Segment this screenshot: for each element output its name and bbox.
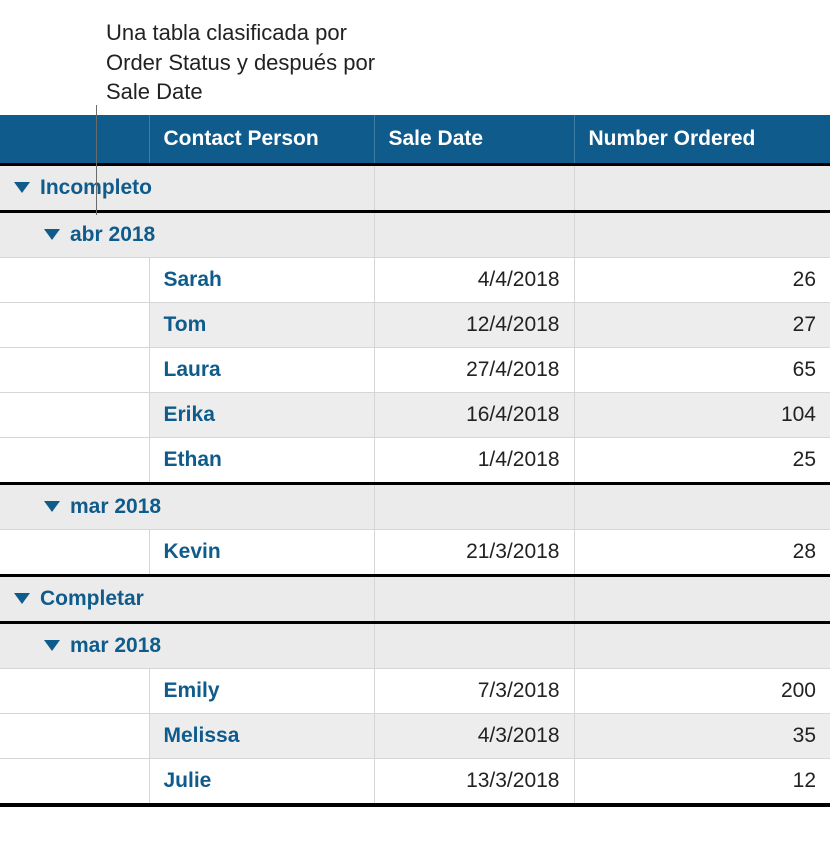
callout-line (96, 105, 97, 215)
table-row: Julie 13/3/2018 12 (0, 759, 830, 806)
cell-contact: Sarah (149, 258, 374, 303)
caption-text: Una tabla clasificada por Order Status y… (106, 18, 406, 107)
table-row: Tom 12/4/2018 27 (0, 303, 830, 348)
cell-num: 25 (574, 438, 830, 484)
subgroup-label: mar 2018 (70, 634, 161, 657)
subgroup-label: mar 2018 (70, 495, 161, 518)
cell-date: 4/3/2018 (374, 714, 574, 759)
disclosure-down-icon (44, 501, 60, 512)
cell-num: 65 (574, 348, 830, 393)
group-label: Completar (40, 587, 144, 610)
cell-contact: Tom (149, 303, 374, 348)
sorted-table: Contact Person Sale Date Number Ordered … (0, 115, 830, 807)
cell-contact: Emily (149, 669, 374, 714)
cell-num: 28 (574, 530, 830, 576)
table-row: Erika 16/4/2018 104 (0, 393, 830, 438)
subgroup-label: abr 2018 (70, 223, 155, 246)
cell-date: 1/4/2018 (374, 438, 574, 484)
disclosure-down-icon (44, 229, 60, 240)
cell-contact: Erika (149, 393, 374, 438)
cell-date: 27/4/2018 (374, 348, 574, 393)
subgroup-row[interactable]: abr 2018 (0, 212, 830, 258)
cell-date: 21/3/2018 (374, 530, 574, 576)
subgroup-row[interactable]: mar 2018 (0, 484, 830, 530)
disclosure-down-icon (14, 182, 30, 193)
cell-num: 12 (574, 759, 830, 806)
header-date: Sale Date (374, 115, 574, 165)
table-row: Ethan 1/4/2018 25 (0, 438, 830, 484)
cell-date: 4/4/2018 (374, 258, 574, 303)
cell-contact: Ethan (149, 438, 374, 484)
table-row: Sarah 4/4/2018 26 (0, 258, 830, 303)
subgroup-row[interactable]: mar 2018 (0, 623, 830, 669)
cell-num: 200 (574, 669, 830, 714)
cell-num: 27 (574, 303, 830, 348)
cell-num: 35 (574, 714, 830, 759)
table-body: Incompleto abr 2018 Sarah 4/4/2018 26 To… (0, 165, 830, 806)
cell-date: 12/4/2018 (374, 303, 574, 348)
header-num: Number Ordered (574, 115, 830, 165)
cell-date: 16/4/2018 (374, 393, 574, 438)
cell-date: 13/3/2018 (374, 759, 574, 806)
table-row: Melissa 4/3/2018 35 (0, 714, 830, 759)
table-row: Laura 27/4/2018 65 (0, 348, 830, 393)
table-row: Emily 7/3/2018 200 (0, 669, 830, 714)
cell-num: 26 (574, 258, 830, 303)
header-contact: Contact Person (149, 115, 374, 165)
header-row: Contact Person Sale Date Number Ordered (0, 115, 830, 165)
header-indent (0, 115, 149, 165)
group-row[interactable]: Completar (0, 576, 830, 623)
caption-block: Una tabla clasificada por Order Status y… (0, 0, 830, 115)
cell-date: 7/3/2018 (374, 669, 574, 714)
cell-contact: Julie (149, 759, 374, 806)
group-row[interactable]: Incompleto (0, 165, 830, 212)
cell-contact: Melissa (149, 714, 374, 759)
cell-contact: Kevin (149, 530, 374, 576)
disclosure-down-icon (44, 640, 60, 651)
disclosure-down-icon (14, 593, 30, 604)
cell-contact: Laura (149, 348, 374, 393)
table-row: Kevin 21/3/2018 28 (0, 530, 830, 576)
cell-num: 104 (574, 393, 830, 438)
